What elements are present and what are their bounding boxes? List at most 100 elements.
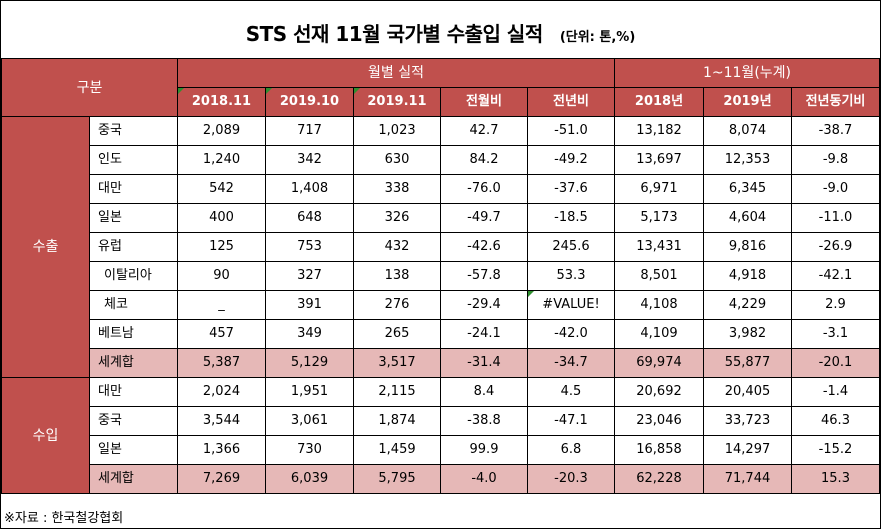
value-cell: 84.2: [440, 145, 528, 175]
value-cell: 6,971: [614, 174, 704, 204]
table-row: 일본 1,366 730 1,459 99.9 6.8 16,858 14,297 -15.2: [2, 435, 880, 465]
value-cell: 8,501: [614, 261, 704, 291]
col-header: 2019.11: [353, 87, 441, 117]
value-cell: -42.6: [440, 232, 528, 262]
header-row-1: 구분 월별 실적 1~11월(누계): [1, 58, 880, 117]
value-cell: 6.8: [527, 435, 615, 465]
col-header: 전년비: [527, 87, 615, 117]
value-cell: -37.6: [527, 174, 615, 204]
table-row: 일본 400 648 326 -49.7 -18.5 5,173 4,604 -11.0: [2, 203, 880, 233]
value-cell: 4,918: [703, 261, 792, 291]
value-cell: -26.9: [791, 232, 880, 262]
report-title: STS 선재 11월 국가별 수출입 실적 (단위: 톤,%): [0, 18, 881, 47]
header-row-2: 2018.11 2019.10 2019.11 전월비 전년비 2018년 20…: [2, 87, 880, 117]
value-cell: 6,039: [265, 464, 354, 494]
table-row: 체코 _ 391 276 -29.4 #VALUE! 4,108 4,229 2.9: [2, 290, 880, 320]
value-cell: -47.1: [527, 406, 615, 436]
value-cell: 326: [353, 203, 441, 233]
country-cell: 대만: [89, 377, 178, 407]
group-label: 수출: [1, 116, 90, 378]
value-cell: 14,297: [703, 435, 792, 465]
value-cell: 753: [265, 232, 354, 262]
table-row: 세계합 7,269 6,039 5,795 -4.0 -20.3 62,228 71,744 1…: [2, 464, 880, 494]
value-cell: 3,061: [265, 406, 354, 436]
value-cell: 20,405: [703, 377, 792, 407]
value-cell: 12,353: [703, 145, 792, 175]
value-cell: 5,387: [177, 348, 266, 378]
value-cell: -42.0: [527, 319, 615, 349]
value-cell: -57.8: [440, 261, 528, 291]
country-cell: 유럽: [89, 232, 178, 262]
value-cell: 42.7: [440, 116, 528, 146]
value-cell: 542: [177, 174, 266, 204]
header-cumulative: 1~11월(누계): [614, 58, 880, 88]
country-cell: 베트남: [89, 319, 178, 349]
header-monthly: 월별 실적: [177, 58, 615, 88]
value-cell: 276: [353, 290, 441, 320]
value-cell: 16,858: [614, 435, 704, 465]
value-cell: -34.7: [527, 348, 615, 378]
value-cell: -3.1: [791, 319, 880, 349]
unit-text: (단위: 톤,%): [559, 30, 636, 45]
col-header: 2018.11: [177, 87, 266, 117]
value-cell: 7,269: [177, 464, 266, 494]
value-cell: -20.1: [791, 348, 880, 378]
value-cell: 1,408: [265, 174, 354, 204]
value-cell: -1.4: [791, 377, 880, 407]
value-cell: 20,692: [614, 377, 704, 407]
value-cell: 125: [177, 232, 266, 262]
table-row: 세계합 5,387 5,129 3,517 -31.4 -34.7 69,974 55,877…: [2, 348, 880, 378]
value-cell: 3,982: [703, 319, 792, 349]
value-cell: 327: [265, 261, 354, 291]
value-cell: 4,604: [703, 203, 792, 233]
value-cell: 62,228: [614, 464, 704, 494]
value-cell: 15.3: [791, 464, 880, 494]
value-cell: -20.3: [527, 464, 615, 494]
value-cell: 138: [353, 261, 441, 291]
value-cell: 55,877: [703, 348, 792, 378]
col-header: 전월비: [440, 87, 528, 117]
value-cell: 630: [353, 145, 441, 175]
value-cell: 71,744: [703, 464, 792, 494]
value-cell: 13,431: [614, 232, 704, 262]
value-cell: 1,459: [353, 435, 441, 465]
value-cell: -31.4: [440, 348, 528, 378]
value-cell: 3,544: [177, 406, 266, 436]
header-category: 구분: [1, 58, 178, 117]
value-cell: -9.0: [791, 174, 880, 204]
value-cell: 90: [177, 261, 266, 291]
value-cell: 1,951: [265, 377, 354, 407]
value-cell: 5,173: [614, 203, 704, 233]
table-row: 대만 542 1,408 338 -76.0 -37.6 6,971 6,345 -9.0: [2, 174, 880, 204]
value-cell: 53.3: [527, 261, 615, 291]
value-cell: -76.0: [440, 174, 528, 204]
value-cell: 23,046: [614, 406, 704, 436]
value-cell: 5,795: [353, 464, 441, 494]
value-cell: -42.1: [791, 261, 880, 291]
group-label: 수입: [1, 377, 90, 494]
value-cell: 2,024: [177, 377, 266, 407]
table-row: 이탈리아 90 327 138 -57.8 53.3 8,501 4,918 -42.1: [2, 261, 880, 291]
value-cell: 457: [177, 319, 266, 349]
value-cell: 648: [265, 203, 354, 233]
table-row: 베트남 457 349 265 -24.1 -42.0 4,109 3,982 -3.1: [2, 319, 880, 349]
col-header: 2018년: [614, 87, 704, 117]
value-cell: 9,816: [703, 232, 792, 262]
value-cell: 6,345: [703, 174, 792, 204]
value-cell: 2.9: [791, 290, 880, 320]
value-cell: 5,129: [265, 348, 354, 378]
value-cell: 349: [265, 319, 354, 349]
title-text: STS 선재 11월 국가별 수출입 실적: [245, 22, 544, 46]
table-row: 수입 대만 2,024 1,951 2,115 8.4 4.5 20,692 20,405 -1.…: [1, 377, 880, 494]
value-cell: -24.1: [440, 319, 528, 349]
value-cell: 245.6: [527, 232, 615, 262]
value-cell: -29.4: [440, 290, 528, 320]
country-cell: 일본: [89, 435, 178, 465]
value-cell: 4,109: [614, 319, 704, 349]
value-cell: -18.5: [527, 203, 615, 233]
value-cell: -15.2: [791, 435, 880, 465]
value-cell: 3,517: [353, 348, 441, 378]
value-cell: 265: [353, 319, 441, 349]
value-cell: 1,874: [353, 406, 441, 436]
value-cell: 13,697: [614, 145, 704, 175]
